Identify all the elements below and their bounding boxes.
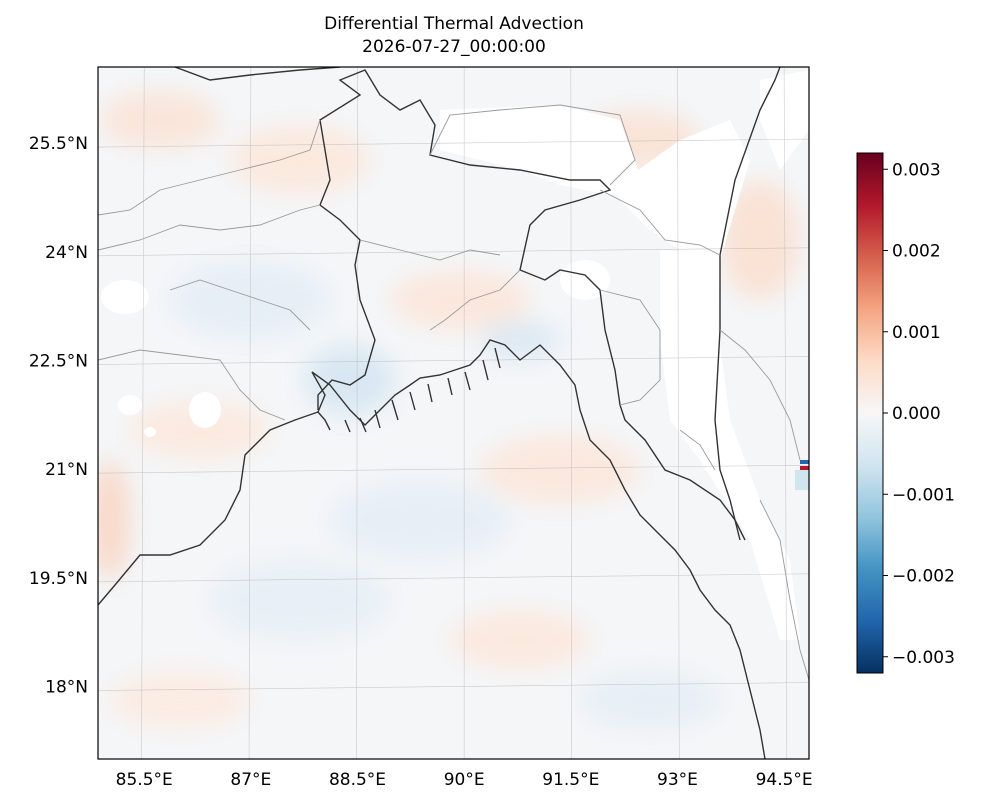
lon-label-0: 85.5°E: [116, 770, 173, 790]
colorbar-tick-label-0: 0.003: [892, 160, 941, 180]
gridline-lon-1: [248, 67, 252, 759]
lon-label-5: 93°E: [657, 770, 698, 790]
colorbar-tick-label-2: 0.001: [892, 323, 941, 343]
colorbar-tick-label-5: −0.002: [892, 567, 955, 587]
map-title: Differential Thermal Advection: [324, 14, 584, 34]
lon-label-3: 90°E: [444, 770, 485, 790]
lon-label-1: 87°E: [230, 770, 271, 790]
lat-label-5: 18°N: [45, 678, 88, 698]
lat-label-2: 22.5°N: [29, 351, 88, 371]
gridline-lon-2: [356, 67, 358, 759]
colorbar-tick-label-3: 0.000: [892, 404, 941, 424]
map-frame: [97, 66, 810, 760]
gridline-lat-1: [98, 247, 809, 257]
lat-label-1: 24°N: [45, 243, 88, 263]
masked-terrain: [101, 70, 809, 640]
map-timestamp: 2026-07-27_00:00:00: [362, 37, 546, 57]
edge-artefact: [795, 460, 809, 490]
colorbar-ticks: 0.003 0.002 0.001 0.000 −0.001 −0.002 −0.003: [883, 160, 955, 668]
lat-label-3: 21°N: [45, 460, 88, 480]
longitude-labels: 85.5°E 87°E 88.5°E 90°E 91.5°E 93°E 94.5°E: [116, 770, 813, 790]
lat-label-0: 25.5°N: [29, 134, 88, 154]
colorbar: 0.003 0.002 0.001 0.000 −0.001 −0.002 −0.003: [856, 152, 955, 674]
latitude-labels: 25.5°N 24°N 22.5°N 21°N 19.5°N 18°N: [29, 134, 88, 697]
colorbar-tick-label-1: 0.002: [892, 242, 941, 262]
lon-label-6: 94.5°E: [756, 770, 813, 790]
map-panel: [98, 67, 809, 759]
colorbar-tick-label-4: −0.001: [892, 485, 955, 505]
gridline-lon-5: [677, 67, 680, 759]
country-borders: [98, 67, 781, 759]
lon-label-4: 91.5°E: [542, 770, 599, 790]
gridline-lat-0: [98, 138, 809, 148]
colorbar-tick-label-6: −0.003: [892, 648, 955, 668]
gridline-lon-6: [783, 67, 788, 759]
lon-label-2: 88.5°E: [329, 770, 386, 790]
gridline-lon-4: [570, 67, 573, 759]
gridline-lat-4: [98, 573, 809, 583]
colorbar-gradient: [856, 152, 884, 674]
lat-label-4: 19.5°N: [29, 569, 88, 589]
gridline-lat-2: [98, 356, 809, 365]
gridlines: [98, 67, 809, 759]
gridline-lon-0: [141, 67, 145, 759]
state-boundaries: [98, 104, 809, 681]
gridline-lat-5: [98, 682, 809, 691]
gridline-lat-3: [98, 464, 809, 474]
